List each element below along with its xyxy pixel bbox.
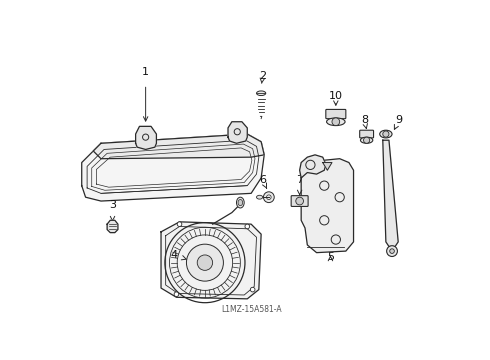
Circle shape [250,287,255,292]
Text: 5: 5 [327,252,334,262]
Polygon shape [136,143,156,147]
Circle shape [177,222,182,226]
FancyBboxPatch shape [326,109,346,119]
Text: 9: 9 [394,115,402,129]
Circle shape [264,192,274,203]
Circle shape [245,224,249,229]
Ellipse shape [326,118,345,126]
Polygon shape [82,134,264,201]
Ellipse shape [238,199,243,206]
Circle shape [364,137,369,143]
Ellipse shape [257,91,266,95]
Ellipse shape [361,137,373,143]
Polygon shape [93,134,264,159]
Polygon shape [161,222,261,299]
Ellipse shape [257,195,263,199]
Circle shape [387,246,397,256]
Text: 1: 1 [142,67,149,121]
Text: 4: 4 [171,250,187,260]
Polygon shape [300,155,326,178]
Circle shape [332,118,340,126]
Polygon shape [107,220,118,233]
Polygon shape [228,122,247,143]
Text: 10: 10 [329,91,343,105]
Text: 6: 6 [259,175,267,188]
Circle shape [296,197,303,205]
FancyBboxPatch shape [291,195,308,206]
Polygon shape [136,126,156,149]
Text: 3: 3 [109,200,116,221]
Circle shape [383,131,389,137]
Text: 7: 7 [296,175,303,195]
Circle shape [197,255,213,270]
Text: 8: 8 [361,115,368,129]
Circle shape [186,244,223,281]
Text: L1MZ-15A581-A: L1MZ-15A581-A [221,305,281,314]
Polygon shape [383,140,398,247]
Ellipse shape [237,197,244,208]
Text: 2: 2 [259,71,266,84]
FancyBboxPatch shape [360,130,373,138]
Ellipse shape [380,130,392,138]
Circle shape [390,249,394,253]
Polygon shape [323,163,332,170]
Circle shape [174,292,179,297]
Polygon shape [301,159,354,253]
